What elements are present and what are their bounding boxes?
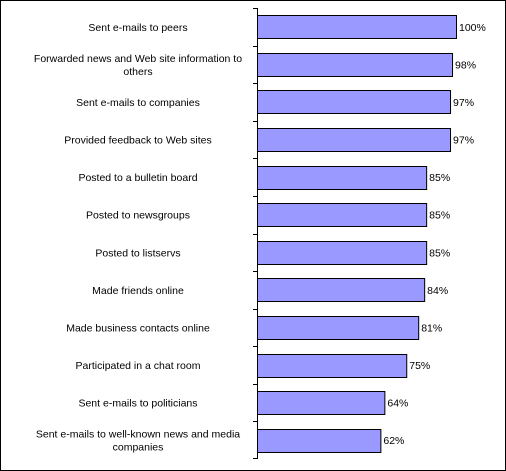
value-label: 85% [429, 172, 450, 184]
category-label: Made friends online [92, 285, 184, 297]
bar [257, 53, 454, 77]
category-labels: Sent e-mails to peers Forwarded news and … [34, 22, 242, 454]
bar [257, 391, 386, 415]
value-label: 85% [429, 210, 450, 222]
category-label: Made business contacts online [66, 322, 210, 334]
value-label: 98% [455, 59, 476, 71]
category-label: Posted to a bulletin board [78, 172, 197, 184]
bar [257, 316, 420, 340]
value-label: 81% [421, 322, 442, 334]
category-label: Sent e-mails to peers [88, 22, 187, 34]
category-label: Sent e-mails to politicians [78, 398, 197, 410]
bar [257, 166, 428, 190]
value-label: 75% [409, 360, 430, 372]
category-label: Forwarded news and Web site information … [34, 53, 242, 78]
bar [257, 429, 382, 453]
category-label: Posted to listservs [95, 247, 180, 259]
category-label: Posted to newsgroups [86, 210, 190, 222]
value-label: 85% [429, 247, 450, 259]
bar [257, 128, 452, 152]
value-label: 97% [453, 135, 474, 147]
bar [257, 241, 428, 265]
category-label: Provided feedback to Web sites [64, 135, 211, 147]
category-label: Sent e-mails to well-known news and medi… [36, 429, 240, 454]
value-label: 97% [453, 97, 474, 109]
category-label: Sent e-mails to companies [76, 97, 200, 109]
value-label: 62% [383, 435, 404, 447]
axis-ticks [253, 8, 258, 459]
category-label: Participated in a chat room [76, 360, 201, 372]
value-label: 84% [427, 285, 448, 297]
bar [257, 90, 452, 114]
value-label: 64% [387, 398, 408, 410]
bar [257, 278, 426, 302]
bars-layer [257, 15, 457, 453]
value-label: 100% [459, 22, 486, 34]
bar [257, 203, 428, 227]
bar [257, 354, 408, 378]
value-labels: 100% 98% 97% 97% 85% 85% 85% 84% 81% 75% 64% 62% [383, 22, 485, 447]
bar [257, 15, 457, 39]
